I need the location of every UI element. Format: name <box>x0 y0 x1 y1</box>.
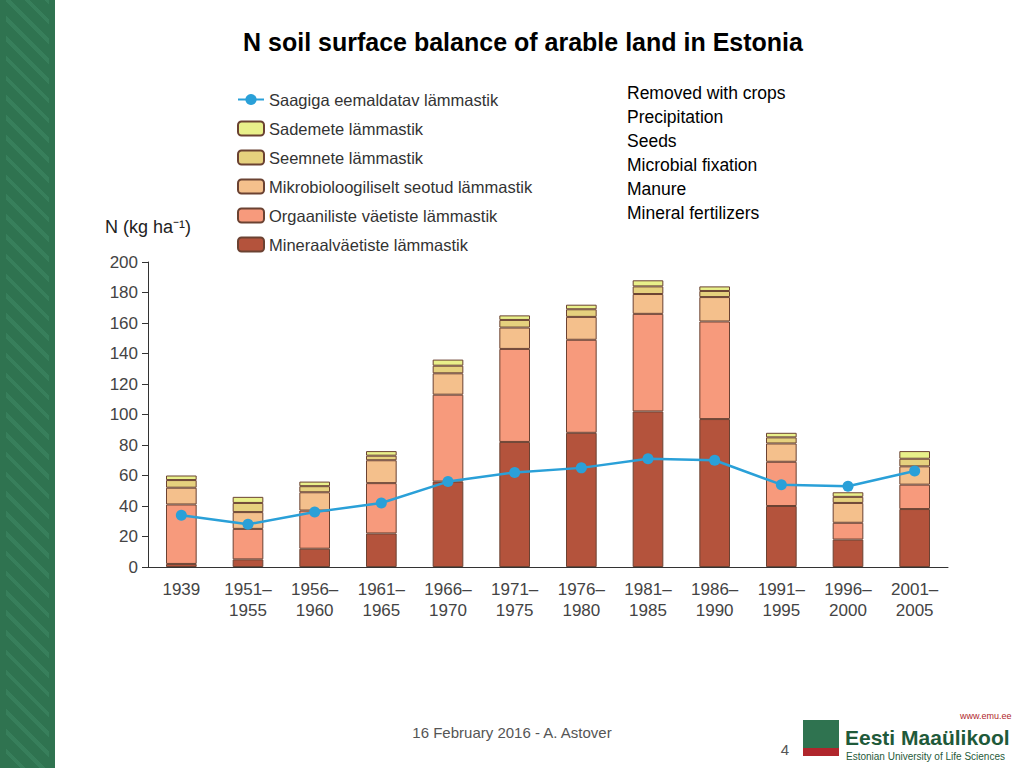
svg-text:80: 80 <box>119 436 138 455</box>
svg-text:0: 0 <box>129 558 138 577</box>
html-text:Eesti Maaülikool: Eesti Maaülikool <box>845 726 1010 749</box>
html-text:Manure: Manure <box>627 179 687 199</box>
svg-text:1971–: 1971– <box>491 580 539 599</box>
svg-text:1961–: 1961– <box>358 580 406 599</box>
svg-text:Orgaaniliste väetiste lämmasti: Orgaaniliste väetiste lämmastik <box>269 207 498 225</box>
html-text:www.emu.ee: www.emu.ee <box>960 711 1012 721</box>
svg-text:2001–: 2001– <box>891 580 939 599</box>
svg-text:1990: 1990 <box>696 601 734 620</box>
svg-text:1985: 1985 <box>629 601 667 620</box>
svg-text:1981–: 1981– <box>624 580 672 599</box>
svg-text:1970: 1970 <box>429 601 467 620</box>
svg-text:1951–: 1951– <box>224 580 272 599</box>
svg-text:Sademete lämmastik: Sademete lämmastik <box>269 120 424 138</box>
svg-text:1975: 1975 <box>496 601 534 620</box>
html-text:Precipitation: Precipitation <box>627 107 724 127</box>
html-text:4: 4 <box>780 741 790 758</box>
svg-text:140: 140 <box>110 344 138 363</box>
svg-text:1996–: 1996– <box>824 580 872 599</box>
svg-text:1960: 1960 <box>296 601 334 620</box>
svg-text:20: 20 <box>119 527 138 546</box>
svg-text:40: 40 <box>119 497 138 516</box>
svg-text:1956–: 1956– <box>291 580 339 599</box>
svg-text:160: 160 <box>110 314 138 333</box>
svg-text:Saagiga eemaldatav lämmastik: Saagiga eemaldatav lämmastik <box>269 91 499 109</box>
svg-text:N (kg ha⁻¹): N (kg ha⁻¹) <box>105 217 191 237</box>
svg-text:1991–: 1991– <box>758 580 806 599</box>
html-text:N soil surface balance of arab: N soil surface balance of arable land in… <box>243 28 803 56</box>
svg-text:1986–: 1986– <box>691 580 739 599</box>
svg-text:1939: 1939 <box>162 580 200 599</box>
svg-text:120: 120 <box>110 375 138 394</box>
svg-text:2000: 2000 <box>829 601 867 620</box>
svg-text:1976–: 1976– <box>558 580 606 599</box>
svg-text:100: 100 <box>110 405 138 424</box>
html-text:Microbial fixation: Microbial fixation <box>627 155 758 175</box>
html-text:Seeds: Seeds <box>627 131 677 151</box>
svg-text:180: 180 <box>110 283 138 302</box>
svg-text:1965: 1965 <box>362 601 400 620</box>
svg-text:1955: 1955 <box>229 601 267 620</box>
svg-text:2005: 2005 <box>896 601 934 620</box>
svg-text:Mineraalväetiste lämmastik: Mineraalväetiste lämmastik <box>269 236 469 254</box>
svg-text:1995: 1995 <box>762 601 800 620</box>
svg-text:60: 60 <box>119 466 138 485</box>
html-text:Estonian University of Life Sc: Estonian University of Life Sciences <box>846 751 1005 762</box>
svg-text:Seemnete lämmastik: Seemnete lämmastik <box>269 149 424 167</box>
svg-text:1980: 1980 <box>562 601 600 620</box>
html-text:Mineral fertilizers: Mineral fertilizers <box>627 203 760 223</box>
svg-text:200: 200 <box>110 253 138 272</box>
svg-text:Mikrobioloogiliselt seotud läm: Mikrobioloogiliselt seotud lämmastik <box>269 178 533 196</box>
html-text:16 February 2016 - A. Astover: 16 February 2016 - A. Astover <box>412 724 612 741</box>
svg-text:1966–: 1966– <box>424 580 472 599</box>
html-text:Removed with crops: Removed with crops <box>627 83 786 103</box>
